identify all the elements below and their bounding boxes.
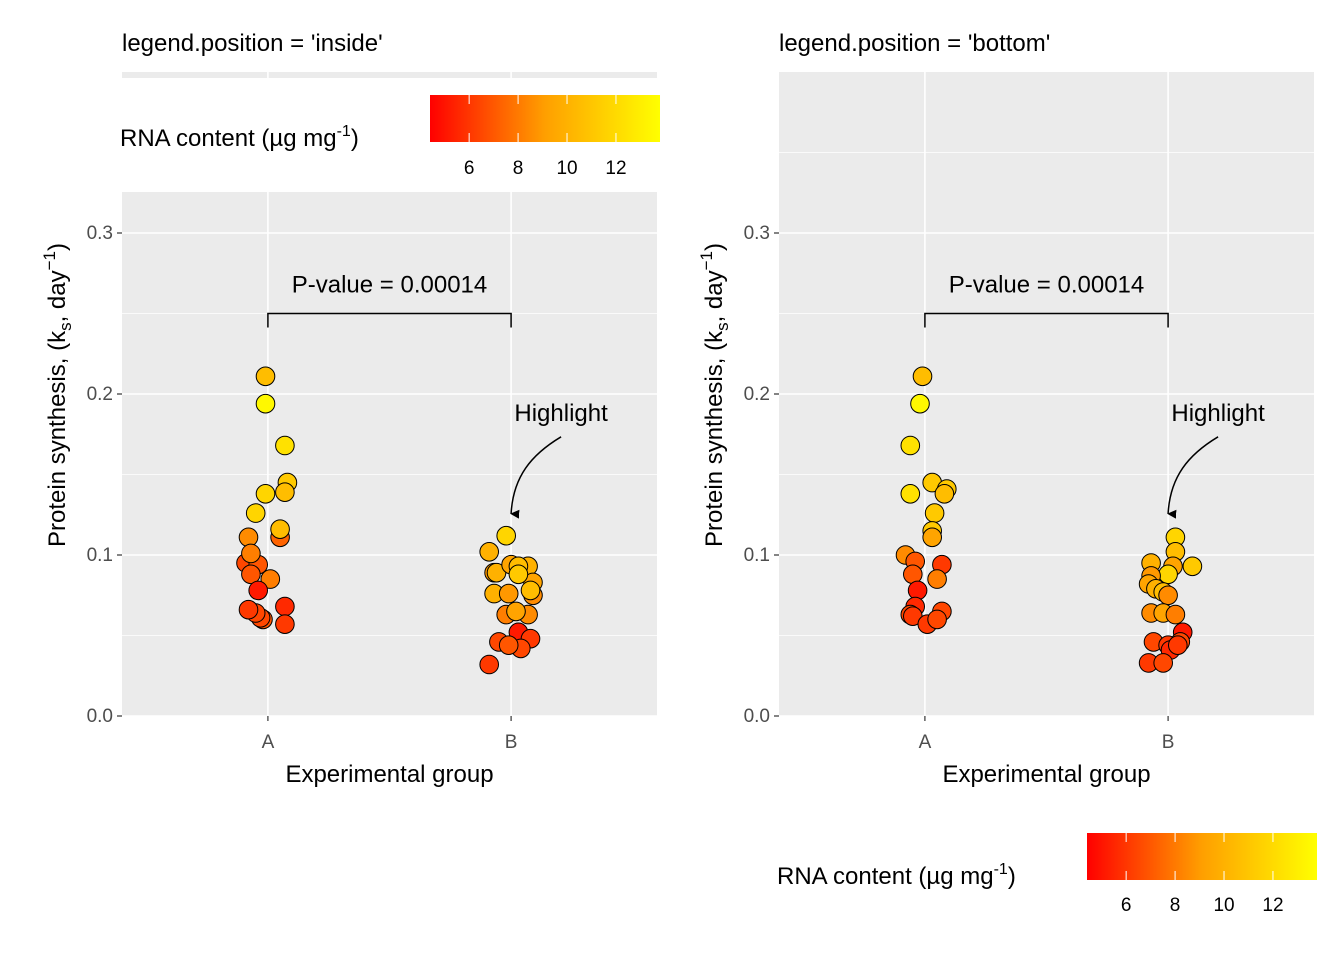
data-point xyxy=(934,484,955,504)
colorbar-tick-label: 6 xyxy=(464,158,475,179)
y-tick-label: 0.0 xyxy=(744,706,770,727)
x-tick-label: B xyxy=(1162,732,1175,753)
data-point xyxy=(1182,556,1203,577)
data-point xyxy=(506,601,526,622)
data-point xyxy=(1158,585,1178,606)
data-point xyxy=(275,435,295,456)
y-tick-label: 0.2 xyxy=(87,384,113,405)
data-point xyxy=(922,527,943,548)
significance-bracket xyxy=(267,312,512,328)
data-point xyxy=(907,580,928,601)
data-point xyxy=(255,366,276,387)
colorbar-gradient xyxy=(1087,833,1317,880)
pvalue-label: P-value = 0.00014 xyxy=(292,272,487,299)
x-tick-label: A xyxy=(919,732,932,753)
data-point xyxy=(498,583,519,604)
data-point xyxy=(275,482,295,503)
panel-inside-legend: legend.position = 'inside' 0.0 0.1 0.2 0.3 P… xyxy=(40,30,670,788)
data-point xyxy=(479,542,500,562)
data-point xyxy=(508,564,529,585)
colorbar-tick-label: 6 xyxy=(1121,895,1132,916)
colorbar: 6 8 10 12 xyxy=(1087,833,1317,916)
y-tick-label: 0.3 xyxy=(87,223,113,244)
y-tick-label: 0.1 xyxy=(87,545,113,566)
data-point xyxy=(255,484,276,504)
annotations: P-value = 0.00014 Highlight xyxy=(924,272,1265,519)
data-point xyxy=(912,366,933,387)
y-axis-title: Protein synthesis, (ks, day−1) xyxy=(697,243,732,547)
annotations: P-value = 0.00014 Highlight xyxy=(267,272,608,519)
data-point xyxy=(238,527,259,548)
highlight-label: Highlight xyxy=(1171,400,1265,427)
color-legend: RNA content (µg mg-1) 6 8 10 12 xyxy=(100,78,670,192)
data-point xyxy=(910,393,930,414)
x-axis-title: Experimental group xyxy=(942,761,1150,788)
x-tick-label: A xyxy=(262,732,275,753)
data-point xyxy=(238,599,259,620)
data-point xyxy=(900,435,921,456)
colorbar-tick-label: 12 xyxy=(1262,895,1283,916)
data-point xyxy=(1168,635,1188,656)
data-point xyxy=(245,503,266,523)
x-axis: A B Experimental group xyxy=(262,716,518,788)
data-point xyxy=(927,569,947,589)
data-point xyxy=(275,614,295,635)
colorbar-tick-label: 8 xyxy=(1170,895,1181,916)
y-tick-label: 0.0 xyxy=(87,706,113,727)
highlight-label: Highlight xyxy=(514,400,608,427)
pvalue-label: P-value = 0.00014 xyxy=(949,272,1144,299)
y-tick-label: 0.1 xyxy=(744,545,770,566)
colorbar-gradient xyxy=(430,95,660,142)
x-axis-title: Experimental group xyxy=(285,761,493,788)
y-tick-label: 0.3 xyxy=(744,223,770,244)
data-point xyxy=(248,580,269,601)
y-axis: 0.0 0.1 0.2 0.3 Protein synthesis, (ks, day−… xyxy=(697,223,779,727)
data-point xyxy=(1158,564,1178,585)
colorbar-tick-label: 12 xyxy=(605,158,626,179)
significance-bracket xyxy=(924,312,1169,328)
data-point xyxy=(1165,604,1186,625)
data-point xyxy=(270,519,290,540)
data-point xyxy=(520,580,541,601)
data-point xyxy=(900,484,921,504)
colorbar-tick-label: 10 xyxy=(556,158,577,179)
data-point xyxy=(260,569,281,589)
legend-title: RNA content (µg mg-1) xyxy=(777,861,1016,890)
colorbar-tick-label: 10 xyxy=(1213,895,1234,916)
data-points xyxy=(236,366,543,675)
panel-title: legend.position = 'inside' xyxy=(122,30,383,57)
data-point xyxy=(275,596,295,617)
legend-title: RNA content (µg mg-1) xyxy=(120,123,359,152)
y-tick-label: 0.2 xyxy=(744,384,770,405)
data-point xyxy=(241,543,261,564)
colorbar-tick-label: 8 xyxy=(513,158,524,179)
x-tick-label: B xyxy=(505,732,518,753)
y-axis-title: Protein synthesis, (ks, day−1) xyxy=(40,243,75,547)
y-axis: 0.0 0.1 0.2 0.3 Protein synthesis, (ks, day−… xyxy=(40,223,122,727)
color-legend: RNA content (µg mg-1) 6 8 10 12 xyxy=(777,833,1317,916)
x-axis: A B Experimental group xyxy=(919,716,1175,788)
data-points xyxy=(895,366,1203,673)
data-point xyxy=(924,503,945,523)
data-point xyxy=(241,564,261,585)
data-point xyxy=(496,525,517,546)
data-point xyxy=(255,393,276,414)
data-point xyxy=(498,635,519,656)
highlight-arrow xyxy=(510,436,562,519)
panel-bottom-legend: legend.position = 'bottom' 0.0 0.1 0.2 0.3 P… xyxy=(697,30,1317,916)
highlight-arrow xyxy=(1167,436,1219,519)
data-point xyxy=(1153,653,1173,673)
colorbar: 6 8 10 12 xyxy=(430,95,660,179)
panel-title: legend.position = 'bottom' xyxy=(779,30,1050,57)
data-point xyxy=(479,654,500,675)
data-point xyxy=(927,609,947,630)
